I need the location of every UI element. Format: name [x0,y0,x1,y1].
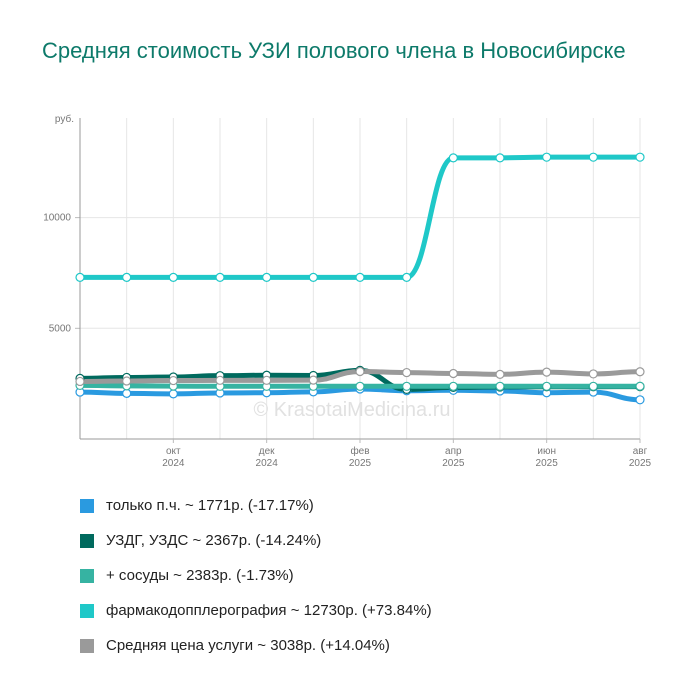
data-point [122,388,132,398]
legend-label: фармакодопплерография ~ 12730р. (+73.84%… [106,602,432,619]
data-point [448,381,458,391]
x-tick-label-month: апр [445,446,462,457]
x-tick-label-year: 2025 [629,458,652,469]
legend-item: фармакодопплерография ~ 12730р. (+73.84%… [80,593,432,628]
legend-label: Средняя цена услуги ~ 3038р. (+14.04%) [106,637,390,654]
data-point [495,153,505,163]
data-point [542,381,552,391]
watermark: © KrasotaiMedicina.ru [253,399,450,421]
data-point [262,272,272,282]
data-point [355,381,365,391]
legend-swatch [80,568,94,583]
x-tick-label-month: июн [537,446,556,457]
data-point [635,381,645,391]
data-point [542,367,552,377]
data-point [215,272,225,282]
data-point [588,152,598,162]
x-tick-label-month: окт [166,446,181,457]
data-point [168,389,178,399]
data-point [75,376,85,387]
data-point [402,367,412,378]
legend-item: + сосуды ~ 2383р. (-1.73%) [80,558,432,593]
x-tick-label-year: 2024 [162,458,185,469]
data-point [262,375,272,385]
data-point [122,272,132,282]
legend-label: + сосуды ~ 2383р. (-1.73%) [106,567,294,584]
data-point [355,366,365,377]
data-point [635,395,645,405]
data-point [542,152,552,162]
legend: только п.ч. ~ 1771р. (-17.17%) УЗДГ, УЗДС… [80,488,432,663]
data-point [495,369,505,379]
y-tick-label: 5000 [49,323,72,334]
x-tick-label-year: 2025 [349,458,372,469]
x-tick-label-month: авг [633,446,648,457]
chart-title: Средняя стоимость УЗИ полового члена в Н… [42,38,626,63]
data-point [402,272,412,282]
legend-item: УЗДГ, УЗДС ~ 2367р. (-14.24%) [80,523,432,558]
data-point [448,153,458,163]
data-point [122,376,132,386]
y-unit-label: руб. [55,113,74,125]
legend-swatch [80,498,94,513]
legend-item: Средняя цена услуги ~ 3038р. (+14.04%) [80,628,432,663]
legend-swatch [80,533,94,548]
data-point [168,272,178,282]
data-point [635,152,645,162]
data-point [308,375,318,385]
line-chart: © KrasotaiMedicina.ru 500010000руб.окт20… [43,113,652,469]
x-tick-label-year: 2025 [442,458,465,469]
data-point [448,368,458,379]
legend-swatch [80,638,94,653]
data-point [215,375,225,385]
x-tick-label-year: 2024 [256,458,279,469]
data-points [75,152,645,405]
x-tick-label-month: дек [259,446,275,457]
data-point [75,272,85,282]
y-tick-label: 10000 [43,213,71,224]
legend-item: только п.ч. ~ 1771р. (-17.17%) [80,488,432,523]
x-tick-label-month: фев [350,445,369,457]
data-point [308,272,318,282]
legend-swatch [80,603,94,618]
legend-label: только п.ч. ~ 1771р. (-17.17%) [106,497,314,514]
x-tick-label-year: 2025 [536,458,559,469]
legend-label: УЗДГ, УЗДС ~ 2367р. (-14.24%) [106,532,322,549]
data-point [588,369,598,379]
data-point [168,375,178,386]
data-point [402,381,412,391]
data-point [588,381,598,391]
data-point [635,367,645,377]
data-point [355,272,365,282]
data-point [495,381,505,391]
